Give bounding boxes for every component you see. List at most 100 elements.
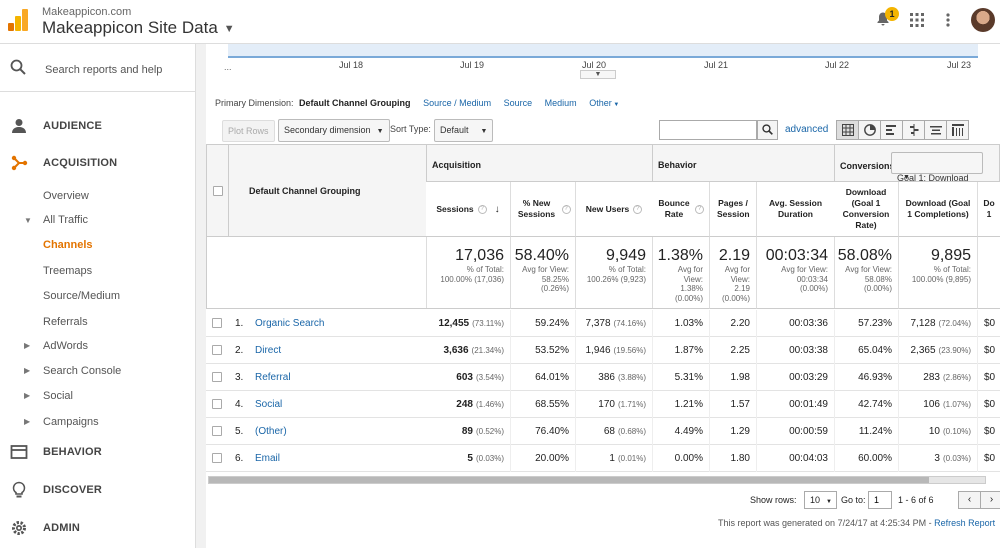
comparison-view-icon[interactable] [902, 120, 925, 140]
show-rows-select[interactable]: 10 ▼ [804, 491, 837, 509]
cell-pct: (0.10%) [942, 427, 971, 436]
caret-right-icon[interactable]: ▶ [24, 341, 31, 350]
caret-down-icon: ▼ [903, 174, 910, 181]
gear-icon [12, 521, 26, 535]
cell-pct: (19.56%) [613, 346, 646, 355]
table-search-button[interactable] [757, 120, 778, 140]
sidebar-item-all-traffic[interactable]: All Traffic [43, 214, 89, 226]
sidebar-item-behavior[interactable]: BEHAVIOR [0, 436, 195, 468]
column-header-completions[interactable]: Download (Goal 1 Completions) [899, 182, 978, 237]
dimension-header[interactable]: Default Channel Grouping [229, 144, 427, 237]
row-checkbox[interactable] [212, 372, 222, 382]
cell-pages-session: 1.57 [710, 391, 757, 418]
cell-pages-session: 1.80 [710, 445, 757, 472]
analytics-logo[interactable] [8, 9, 28, 31]
row-channel-link[interactable]: Direct [255, 345, 282, 356]
report-generated-note: This report was generated on 7/24/17 at … [718, 518, 995, 528]
cell-value: 248 [456, 399, 473, 410]
dimension-link-source-medium[interactable]: Source / Medium [423, 98, 492, 108]
table-search-input[interactable] [659, 120, 757, 140]
row-checkbox[interactable] [212, 453, 222, 463]
row-channel-link[interactable]: Referral [255, 372, 291, 383]
table-view-icon[interactable] [836, 120, 859, 140]
term-cloud-view-icon[interactable] [924, 120, 947, 140]
row-channel-link[interactable]: Email [255, 453, 281, 464]
sidebar-item-source-medium[interactable]: Source/Medium [43, 290, 121, 302]
cell-pct: (1.71%) [617, 400, 646, 409]
row-index: 1. [235, 318, 244, 329]
sidebar-item-channels[interactable]: Channels [43, 239, 93, 251]
apps-grid-icon[interactable] [906, 10, 928, 32]
pie-view-icon[interactable] [858, 120, 881, 140]
sidebar-item-referrals[interactable]: Referrals [43, 316, 88, 328]
cell-pct: (0.03%) [475, 454, 504, 463]
timeline-collapse-handle[interactable]: ▼ [580, 70, 616, 79]
row-checkbox[interactable] [212, 345, 222, 355]
generated-text: This report was generated on 7/24/17 at … [718, 518, 932, 528]
next-page-button[interactable]: › [980, 491, 1000, 509]
scrollbar-thumb[interactable] [209, 477, 929, 483]
column-label: Download (Goal 1 Conversion Rate) [842, 187, 890, 230]
refresh-report-link[interactable]: Refresh Report [934, 518, 996, 528]
select-all-checkbox[interactable] [213, 186, 223, 196]
row-channel-link[interactable]: Social [255, 399, 283, 410]
timeline-chart[interactable] [228, 44, 978, 58]
sidebar-item-acquisition[interactable]: ACQUISITION [0, 147, 195, 179]
column-header-conversion-rate[interactable]: Download (Goal 1 Conversion Rate) [834, 182, 899, 237]
caret-expanded-icon[interactable]: ▼ [24, 216, 32, 225]
cell-bounce-rate: 4.49% [652, 418, 710, 445]
pivot-view-icon[interactable] [946, 120, 969, 140]
horizontal-scrollbar[interactable] [208, 476, 986, 484]
dimension-link-source[interactable]: Source [503, 98, 533, 108]
secondary-dimension-dropdown[interactable]: Secondary dimension ▼ [278, 119, 390, 142]
help-icon[interactable]: ? [561, 204, 571, 214]
cell-avg-duration: 00:01:49 [757, 391, 835, 418]
sidebar-item-overview[interactable]: Overview [43, 190, 89, 202]
totals-conversion-rate: 58.08% Avg for View: 58.08% (0.00%) [834, 237, 899, 309]
column-header-new-users[interactable]: New Users? [576, 182, 653, 237]
sidebar-search[interactable]: Search reports and help [0, 44, 195, 92]
total-value: 9,949 [605, 247, 646, 264]
row-checkbox[interactable] [212, 426, 222, 436]
total-sub: Avg for View: [522, 265, 569, 274]
dimension-link-medium[interactable]: Medium [544, 98, 577, 108]
column-header-sessions[interactable]: Sessions? ↓ [426, 182, 511, 237]
row-checkbox[interactable] [212, 318, 222, 328]
dimension-link-other[interactable]: Other ▼ [589, 98, 619, 108]
column-header-value[interactable]: Do 1 [978, 182, 1000, 237]
column-header-bounce-rate[interactable]: Bounce Rate? [652, 182, 710, 237]
sidebar-item-adwords[interactable]: AdWords [43, 340, 89, 352]
sidebar-item-treemaps[interactable]: Treemaps [43, 265, 93, 277]
performance-view-icon[interactable] [880, 120, 903, 140]
caret-right-icon[interactable]: ▶ [24, 391, 31, 400]
plot-rows-button[interactable]: Plot Rows [222, 120, 275, 142]
row-channel-link[interactable]: (Other) [255, 426, 287, 437]
column-header-avg-duration[interactable]: Avg. Session Duration [757, 182, 835, 237]
sidebar-item-campaigns[interactable]: Campaigns [43, 416, 99, 428]
sidebar-item-discover[interactable]: DISCOVER [0, 474, 195, 506]
prev-page-button[interactable]: ‹ [958, 491, 981, 509]
goal-selector-dropdown[interactable]: Goal 1: Download ▼ [891, 152, 983, 183]
sidebar-item-social[interactable]: Social [43, 390, 73, 402]
column-header-new-sessions[interactable]: % New Sessions? [511, 182, 576, 237]
row-channel-link[interactable]: Organic Search [255, 318, 325, 329]
advanced-filter-link[interactable]: advanced [785, 124, 829, 135]
row-checkbox[interactable] [212, 399, 222, 409]
sidebar-item-admin[interactable]: ADMIN [0, 512, 195, 544]
help-icon[interactable]: ? [477, 204, 487, 214]
help-icon[interactable]: ? [695, 204, 704, 214]
column-header-pages-session[interactable]: Pages / Session [710, 182, 757, 237]
totals-bounce-rate: 1.38% Avg for View: 1.38% (0.00%) [652, 237, 710, 309]
sidebar-item-search-console[interactable]: Search Console [43, 365, 122, 377]
account-name[interactable]: Makeappicon.com [42, 6, 132, 18]
property-selector[interactable]: Makeappicon Site Data ▼ [42, 18, 235, 38]
caret-right-icon[interactable]: ▶ [24, 417, 31, 426]
sort-type-dropdown[interactable]: Default ▼ [434, 119, 494, 142]
help-icon[interactable]: ? [633, 204, 643, 214]
more-vertical-icon[interactable] [937, 10, 959, 32]
cell-value: 3,636 [443, 345, 469, 356]
sidebar-item-audience[interactable]: AUDIENCE [0, 110, 195, 142]
caret-right-icon[interactable]: ▶ [24, 366, 31, 375]
goto-page-input[interactable] [868, 491, 892, 509]
avatar[interactable] [971, 8, 995, 32]
